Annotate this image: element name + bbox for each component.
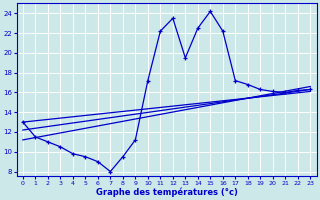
X-axis label: Graphe des températures (°c): Graphe des températures (°c) (96, 187, 237, 197)
